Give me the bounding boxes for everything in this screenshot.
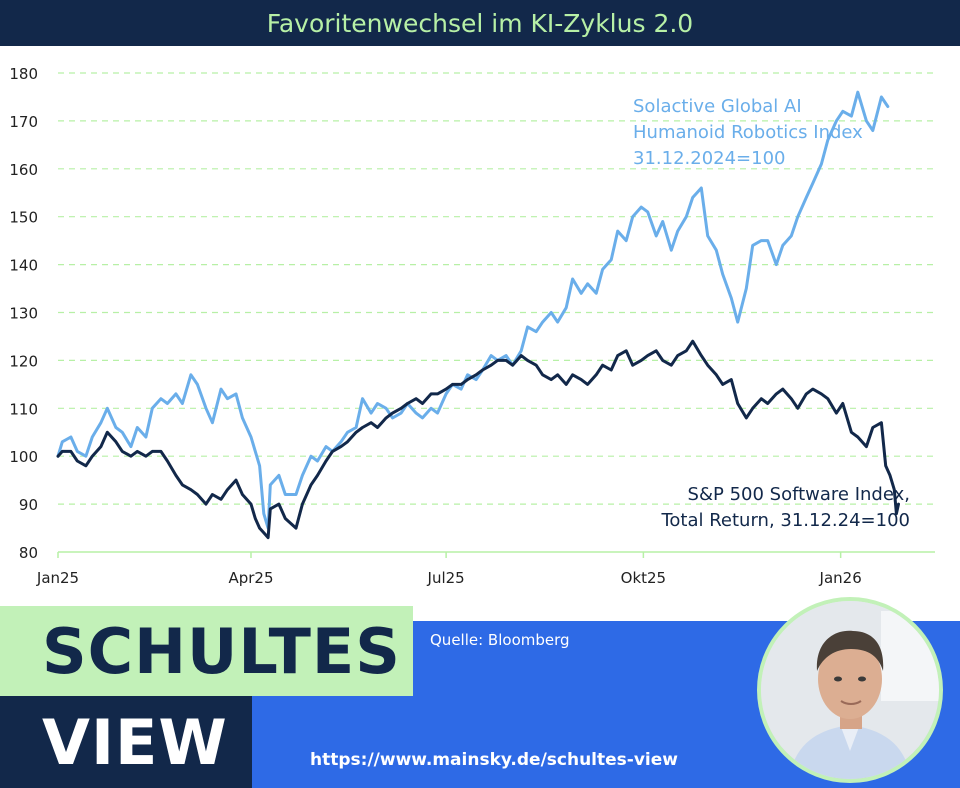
series-label-software: S&P 500 Software Index, [688, 484, 910, 505]
y-tick-label: 80 [19, 544, 38, 562]
website-link[interactable]: https://www.mainsky.de/schultes-view [310, 750, 678, 770]
series-label-robotics: Humanoid Robotics Index [633, 122, 863, 143]
x-tick-label: Jan25 [36, 569, 79, 587]
series-label-robotics: Solactive Global AI [633, 96, 802, 117]
brand-name-line1: SCHULTES [42, 614, 401, 688]
x-tick-label: Jul25 [427, 569, 465, 587]
x-tick-label: Okt25 [621, 569, 666, 587]
title-bar: Favoritenwechsel im KI-Zyklus 2.0 [0, 0, 960, 46]
chart-title: Favoritenwechsel im KI-Zyklus 2.0 [266, 8, 694, 38]
series-label-software: Total Return, 31.12.24=100 [660, 510, 910, 531]
line-chart: 80 90 100 110 120 130 140 150 160 170 180 Jan25 Apr2… [9, 65, 935, 587]
y-tick-label: 160 [9, 161, 38, 179]
y-tick-label: 150 [9, 209, 38, 227]
author-avatar [757, 597, 943, 783]
x-tick-label: Jan26 [819, 569, 862, 587]
y-tick-label: 110 [9, 400, 38, 418]
y-tick-label: 120 [9, 352, 38, 370]
y-tick-label: 130 [9, 305, 38, 323]
brand-logo-top: SCHULTES [0, 606, 413, 696]
source-note: Quelle: Bloomberg [430, 631, 570, 649]
y-tick-label: 140 [9, 257, 38, 275]
brand-logo-bottom: VIEW [0, 696, 252, 788]
series-label-robotics: 31.12.2024=100 [633, 148, 786, 169]
y-tick-label: 100 [9, 448, 38, 466]
y-tick-label: 90 [19, 496, 38, 514]
y-tick-label: 180 [9, 65, 38, 83]
portrait-image [761, 601, 939, 779]
brand-name-line2: VIEW [42, 705, 228, 779]
series-line-software [56, 339, 900, 540]
y-tick-label: 170 [9, 113, 38, 131]
x-tick-label: Apr25 [228, 569, 273, 587]
